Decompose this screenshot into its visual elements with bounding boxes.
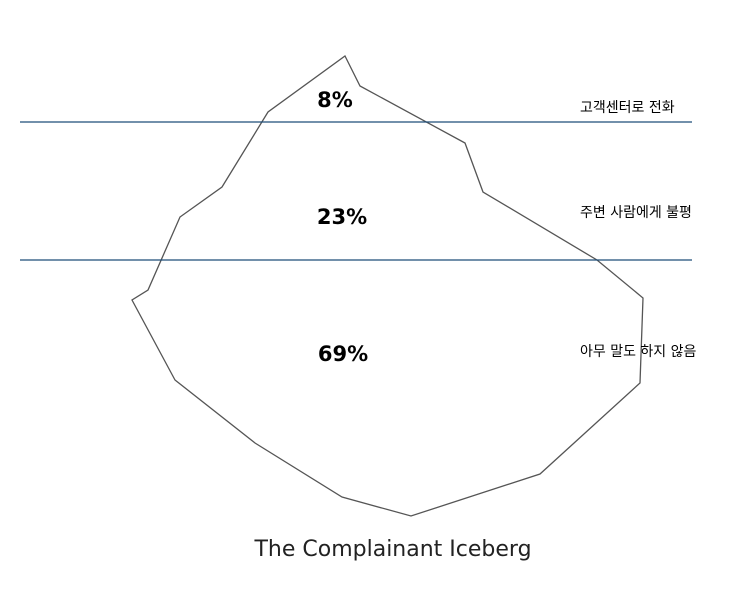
layer-percent: 8% (317, 88, 353, 112)
layer-percent: 69% (318, 342, 368, 366)
diagram-title: The Complainant Iceberg (253, 537, 531, 562)
layer-description: 주변 사람에게 불평 (580, 205, 692, 221)
layer-description: 아무 말도 하지 않음 (580, 344, 697, 360)
iceberg (131, 55, 644, 517)
layer-percent: 23% (317, 205, 367, 229)
layer-description: 고객센터로 전화 (580, 100, 675, 116)
